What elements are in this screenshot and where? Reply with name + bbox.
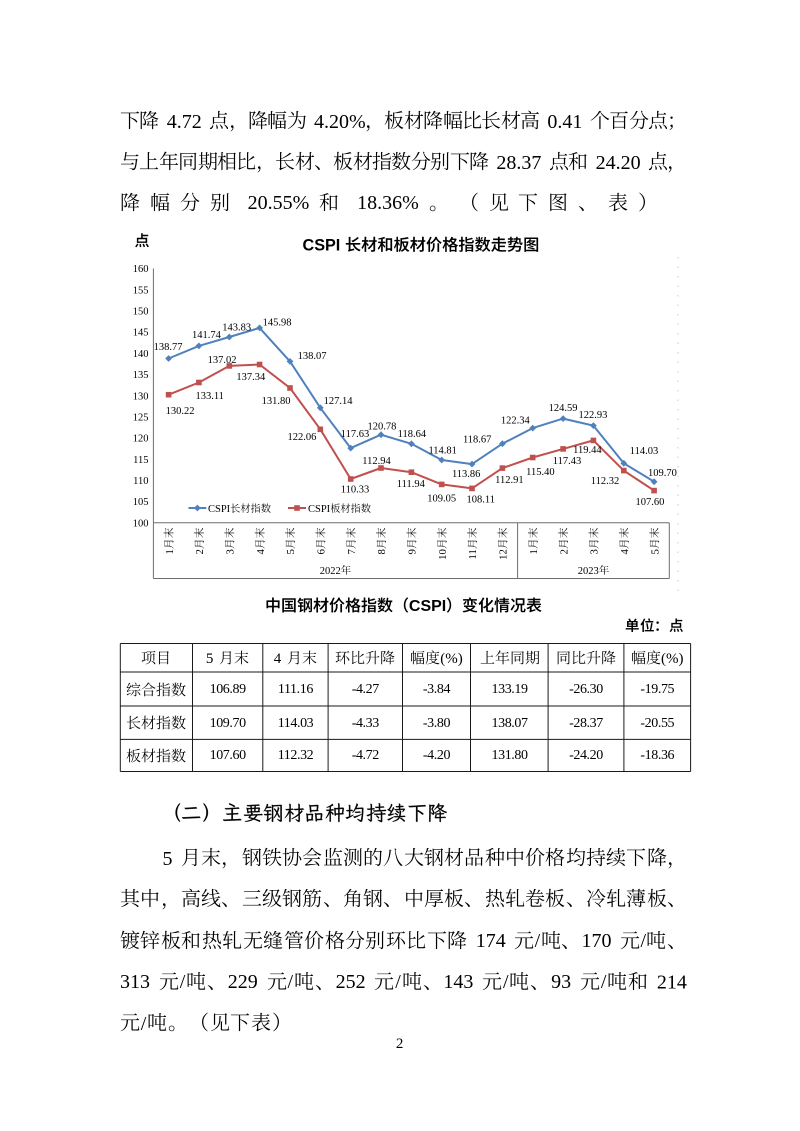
svg-text:115: 115 <box>133 455 148 466</box>
svg-text:7: 7 <box>346 548 358 554</box>
svg-text:1: 1 <box>528 549 540 554</box>
svg-text:141.74: 141.74 <box>192 330 222 341</box>
svg-text:2022: 2022 <box>320 566 341 577</box>
svg-text:118.64: 118.64 <box>398 429 427 440</box>
svg-text:130.22: 130.22 <box>166 406 195 417</box>
svg-text:112.32: 112.32 <box>591 476 620 487</box>
svg-text:5: 5 <box>649 549 661 554</box>
svg-text:120: 120 <box>133 434 149 445</box>
svg-text:145.98: 145.98 <box>263 317 292 328</box>
svg-text:130: 130 <box>133 391 149 402</box>
svg-text:124.59: 124.59 <box>549 403 578 414</box>
svg-text:4: 4 <box>619 548 631 554</box>
svg-text:5: 5 <box>285 549 297 554</box>
svg-text:155: 155 <box>133 285 149 296</box>
svg-text:122.06: 122.06 <box>287 432 316 443</box>
svg-text:8: 8 <box>376 549 388 554</box>
svg-text:9: 9 <box>407 549 419 554</box>
svg-text:109.05: 109.05 <box>427 494 456 505</box>
svg-text:2023: 2023 <box>578 566 599 577</box>
svg-text:111.94: 111.94 <box>397 479 426 490</box>
svg-text:109.70: 109.70 <box>648 468 677 479</box>
svg-text:135: 135 <box>133 370 149 381</box>
svg-text:118.67: 118.67 <box>463 435 492 446</box>
svg-text:CSPI: CSPI <box>208 504 231 515</box>
svg-text:3: 3 <box>224 549 236 554</box>
svg-text:CSPI: CSPI <box>303 237 341 255</box>
svg-text:137.34: 137.34 <box>236 372 266 383</box>
svg-text:107.60: 107.60 <box>635 497 664 508</box>
svg-text:113.86: 113.86 <box>452 469 481 480</box>
svg-text:119.44: 119.44 <box>573 445 602 456</box>
svg-text:131.80: 131.80 <box>262 396 291 407</box>
svg-text:115.40: 115.40 <box>526 467 555 478</box>
svg-text:120.78: 120.78 <box>367 422 396 433</box>
svg-text:125: 125 <box>133 412 149 423</box>
svg-text:122.93: 122.93 <box>578 410 607 421</box>
svg-text:160: 160 <box>133 264 149 275</box>
svg-text:143.83: 143.83 <box>222 323 251 334</box>
svg-text:2: 2 <box>558 549 570 554</box>
svg-text:3: 3 <box>589 549 601 554</box>
svg-text:133.11: 133.11 <box>195 391 224 402</box>
svg-text:138.77: 138.77 <box>154 342 183 353</box>
svg-text:150: 150 <box>133 306 149 317</box>
svg-text:110.33: 110.33 <box>341 485 370 496</box>
svg-text:127.14: 127.14 <box>324 396 354 407</box>
svg-text:114.03: 114.03 <box>630 446 659 457</box>
svg-text:114.81: 114.81 <box>428 446 457 457</box>
svg-text:138.07: 138.07 <box>298 351 327 362</box>
svg-text:11: 11 <box>467 549 479 559</box>
svg-text:CSPI: CSPI <box>308 504 331 515</box>
svg-text:110: 110 <box>133 476 148 487</box>
svg-text:112.91: 112.91 <box>495 475 524 486</box>
svg-text:12: 12 <box>498 549 510 560</box>
svg-text:140: 140 <box>133 349 149 360</box>
svg-text:4: 4 <box>255 548 267 554</box>
svg-text:105: 105 <box>133 497 149 508</box>
svg-text:10: 10 <box>437 549 449 560</box>
svg-text:108.11: 108.11 <box>467 495 496 506</box>
svg-text:112.94: 112.94 <box>362 456 391 467</box>
svg-text:100: 100 <box>133 518 149 529</box>
svg-text:6: 6 <box>316 548 328 554</box>
svg-text:2: 2 <box>194 549 206 554</box>
svg-text:137.02: 137.02 <box>208 355 237 366</box>
svg-text:145: 145 <box>133 328 149 339</box>
svg-text:117.63: 117.63 <box>341 429 370 440</box>
svg-text:122.34: 122.34 <box>501 416 531 427</box>
svg-text:1: 1 <box>164 549 176 554</box>
svg-text:117.43: 117.43 <box>553 456 582 467</box>
